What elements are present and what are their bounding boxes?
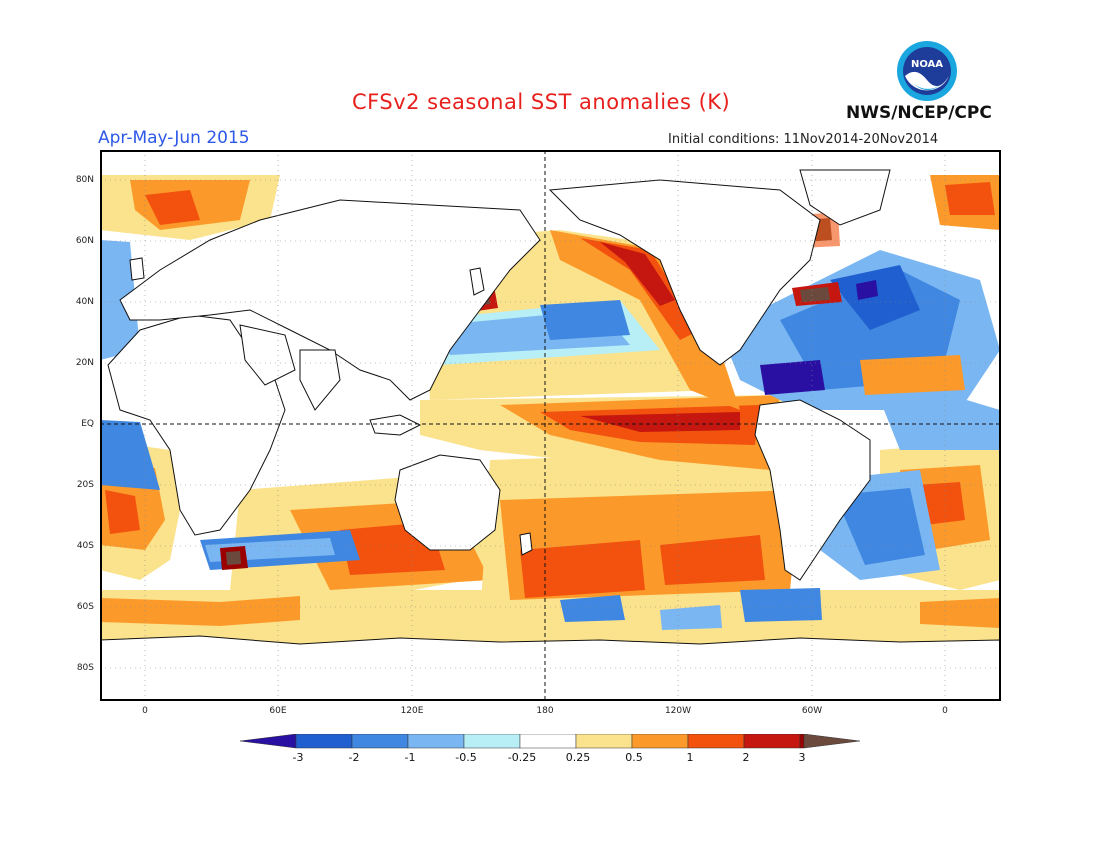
gulf-stream-hot [800, 287, 830, 302]
south-atlantic-warm [105, 490, 140, 534]
south-atlantic-cool [100, 420, 160, 490]
lon-label: 0 [142, 706, 148, 716]
lat-label: 20S [76, 480, 94, 490]
lon-label: 60E [269, 706, 287, 716]
color-scale-bar [239, 734, 861, 749]
indonesia [369, 414, 422, 436]
colorbar-label: 3 [798, 751, 806, 764]
australia [394, 454, 501, 551]
noaa-logo-text: NOAA [911, 59, 943, 70]
north-pacific-cool [540, 300, 630, 340]
north-america [548, 179, 821, 366]
lat-label: 40N [75, 297, 94, 307]
india [299, 349, 341, 411]
north-pacific-coast-warm [600, 242, 675, 306]
south-pacific-warm [520, 540, 645, 598]
colorbar-label: -3 [292, 751, 304, 764]
south-pacific-warm [660, 535, 765, 585]
map-title: CFSv2 seasonal SST anomalies (K) [352, 90, 731, 114]
greenland [799, 169, 891, 226]
grid-lines [100, 150, 1001, 701]
colorbar-label: 1 [686, 751, 694, 764]
eurasia [119, 199, 541, 401]
colorbar-label: -1 [404, 751, 416, 764]
lat-label: EQ [81, 419, 94, 429]
colorbar-label: -0.5 [455, 751, 477, 764]
colorbar-label: -0.25 [507, 751, 537, 764]
agency-label: NWS/NCEP/CPC [846, 103, 992, 123]
el-nino-core [580, 412, 740, 432]
lon-label: 120W [664, 706, 692, 716]
north-pacific-coast-warm [580, 238, 700, 340]
south-pacific-cool [560, 595, 625, 622]
colorbar-label: 2 [742, 751, 750, 764]
land-masses [100, 169, 1001, 701]
colorbar-swatch [687, 734, 745, 749]
sst-anomaly-map [100, 150, 1001, 701]
north-atlantic-deep [856, 280, 878, 300]
southern-ocean-orange [100, 596, 300, 626]
colorbar-swatch [407, 734, 465, 749]
uk [129, 257, 145, 281]
colorbar-swatch [351, 734, 409, 749]
lon-label: 120E [400, 706, 424, 716]
noaa-logo: NOAA [897, 41, 957, 101]
colorbar-label: 0.5 [625, 751, 643, 764]
lon-label: 180 [536, 706, 554, 716]
lon-label: 0 [942, 706, 948, 716]
south-pacific-cool [660, 605, 722, 630]
caribbean-deep [760, 360, 825, 395]
north-pacific-coast-warm [550, 230, 740, 410]
lon-label: 60W [801, 706, 823, 716]
colorbar-label: -2 [348, 751, 360, 764]
colorbar-swatch [743, 734, 801, 749]
lat-label: 60N [75, 236, 94, 246]
colorbar-label: 0.25 [565, 751, 591, 764]
season-label: Apr-May-Jun 2015 [98, 128, 250, 148]
colorbar-swatch [463, 734, 521, 749]
new-zealand [519, 532, 533, 556]
colorbar-swatch [519, 734, 577, 749]
colorbar-swatch [631, 734, 689, 749]
southern-ocean-orange [920, 598, 1000, 628]
lat-label: 80S [76, 663, 94, 673]
arabia [239, 324, 296, 386]
colorbar-arrow-low [239, 734, 297, 749]
initial-conditions-label: Initial conditions: 11Nov2014-20Nov2014 [668, 132, 939, 147]
colorbar-swatch [295, 734, 353, 749]
south-pacific-cool [740, 588, 822, 622]
lat-label: 40S [76, 541, 94, 551]
arctic-warm [945, 182, 995, 215]
colorbar-arrow-high [803, 734, 861, 749]
lat-label: 20N [75, 358, 94, 368]
arctic-warm [145, 190, 200, 225]
lat-label: 80N [75, 175, 94, 185]
indian-ocean-hot [226, 551, 241, 565]
africa [107, 314, 286, 536]
japan [469, 267, 485, 296]
south-atlantic-cool [835, 488, 925, 565]
anomaly-field [100, 175, 1000, 644]
north-atlantic-cool [830, 265, 920, 330]
south-america [754, 399, 871, 581]
colorbar-swatch [799, 734, 805, 749]
colorbar-swatch [575, 734, 633, 749]
north-atlantic-warm [860, 355, 965, 395]
lat-label: 60S [76, 602, 94, 612]
antarctica [100, 635, 1001, 701]
